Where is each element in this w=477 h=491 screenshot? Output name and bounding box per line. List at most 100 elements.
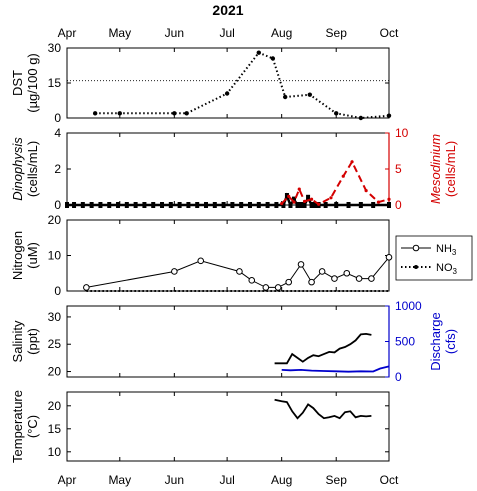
data-point xyxy=(177,202,182,208)
data-point xyxy=(172,111,177,116)
data-point xyxy=(387,202,391,208)
data-point xyxy=(287,194,291,198)
data-point xyxy=(186,202,191,208)
data-point xyxy=(334,111,339,116)
data-point xyxy=(270,56,276,61)
bottom-month-label: Aug xyxy=(271,473,292,487)
y-tick-label: 2 xyxy=(54,162,61,176)
y-tick-label: 20 xyxy=(48,399,62,413)
data-point xyxy=(262,284,270,291)
chart-title: 2021 xyxy=(212,2,243,18)
bottom-month-label: Apr xyxy=(58,473,77,487)
panel-frame xyxy=(66,391,390,462)
panel-frame xyxy=(66,47,390,119)
legend-marker-nh3 xyxy=(412,244,420,252)
data-point xyxy=(364,189,368,193)
data-point xyxy=(89,202,94,208)
data-point xyxy=(168,202,173,208)
data-point xyxy=(107,202,112,208)
bottom-month-label: Jun xyxy=(165,473,184,487)
panel-dinophysis: 0 2 4 Dinophysis(cells/mL) 0 5 10 Mesodinium(ce… xyxy=(10,126,458,212)
data-point xyxy=(98,202,103,208)
data-point xyxy=(358,115,364,121)
y-tick-label: 20 xyxy=(48,365,62,379)
legend-label-nh3: NH3 xyxy=(436,243,457,257)
data-point xyxy=(334,202,339,208)
bottom-month-label: Oct xyxy=(380,473,399,487)
top-month-label: Apr xyxy=(58,26,77,40)
top-month-label: Sep xyxy=(326,26,348,40)
data-point xyxy=(142,202,147,208)
data-point xyxy=(387,197,391,201)
y-axis-title: Dinophysis(cells/mL) xyxy=(10,137,40,201)
y-axis-title: Temperature(°C) xyxy=(10,390,40,463)
panel-frame xyxy=(66,305,390,378)
right-y-tick-label: 0 xyxy=(395,198,402,212)
y-tick-label: 30 xyxy=(48,310,62,324)
data-point xyxy=(151,202,156,208)
right-y-tick-label: 1000 xyxy=(395,299,422,313)
data-point xyxy=(302,202,307,208)
series-line-dinophysis-1 xyxy=(280,159,390,206)
series-line-dst-0 xyxy=(95,51,390,120)
data-point xyxy=(230,202,235,208)
right-y-tick-label: 0 xyxy=(395,370,402,384)
data-point xyxy=(280,201,284,206)
data-point xyxy=(72,202,77,208)
data-point xyxy=(358,202,363,208)
data-point xyxy=(368,275,375,282)
data-point xyxy=(323,202,328,208)
top-month-label: Oct xyxy=(380,26,399,40)
y-tick-label: 0 xyxy=(54,198,61,212)
panel-salinity: 20 25 30 Salinity(ppt) 0 500 1000 Discharge(cfs… xyxy=(10,299,458,384)
y-tick-label: 10 xyxy=(48,249,62,263)
right-y-tick-label: 5 xyxy=(395,162,402,176)
data-point xyxy=(306,194,311,201)
data-point xyxy=(171,268,178,275)
panel-temperature: 10 15 20 Temperature(°C) xyxy=(10,390,390,463)
bottom-month-label: May xyxy=(108,473,131,487)
top-month-labels: Apr May Jun Jul Aug Sep Oct xyxy=(58,26,399,40)
y-tick-label: 20 xyxy=(48,213,62,227)
y-tick-label: 0 xyxy=(54,284,61,298)
data-point xyxy=(291,196,296,203)
bottom-month-label: Jul xyxy=(219,473,234,487)
data-point xyxy=(248,277,256,284)
data-point xyxy=(212,202,217,208)
data-point xyxy=(256,50,261,55)
data-point xyxy=(204,202,209,208)
y-tick-label: 10 xyxy=(48,445,62,459)
y-tick-label: 25 xyxy=(48,337,62,351)
data-point xyxy=(285,278,293,286)
y-tick-label: 4 xyxy=(54,126,61,140)
data-point xyxy=(239,202,244,208)
data-point xyxy=(331,275,338,282)
data-point xyxy=(282,94,288,100)
panel-frame xyxy=(66,132,390,206)
y-axis-title: Nitrogen(uM) xyxy=(10,231,40,280)
legend-label-no3: NO3 xyxy=(436,262,458,276)
y-tick-label: 0 xyxy=(54,111,61,125)
panels-root: 0 15 30 DST(µg/100 g) 0 2 4 Dinophysis(cells/mL… xyxy=(10,41,473,463)
series-line-salinity-0 xyxy=(274,332,372,365)
y-axis-title: DST(µg/100 g) xyxy=(10,53,40,113)
data-point xyxy=(92,111,98,116)
data-point xyxy=(343,269,351,277)
data-point xyxy=(236,268,243,275)
data-point xyxy=(65,202,69,208)
data-point xyxy=(160,202,165,208)
top-month-label: Jun xyxy=(165,26,184,40)
data-point xyxy=(355,275,363,282)
data-point xyxy=(117,111,122,116)
right-y-tick-label: 10 xyxy=(395,126,409,140)
series-line-salinity-1 xyxy=(281,365,390,373)
y-tick-label: 15 xyxy=(48,422,62,436)
data-point xyxy=(309,197,314,201)
data-point xyxy=(184,111,189,116)
data-point xyxy=(313,202,318,208)
data-point xyxy=(281,202,286,208)
data-point xyxy=(317,202,321,206)
data-point xyxy=(224,91,230,96)
data-point xyxy=(350,160,354,164)
